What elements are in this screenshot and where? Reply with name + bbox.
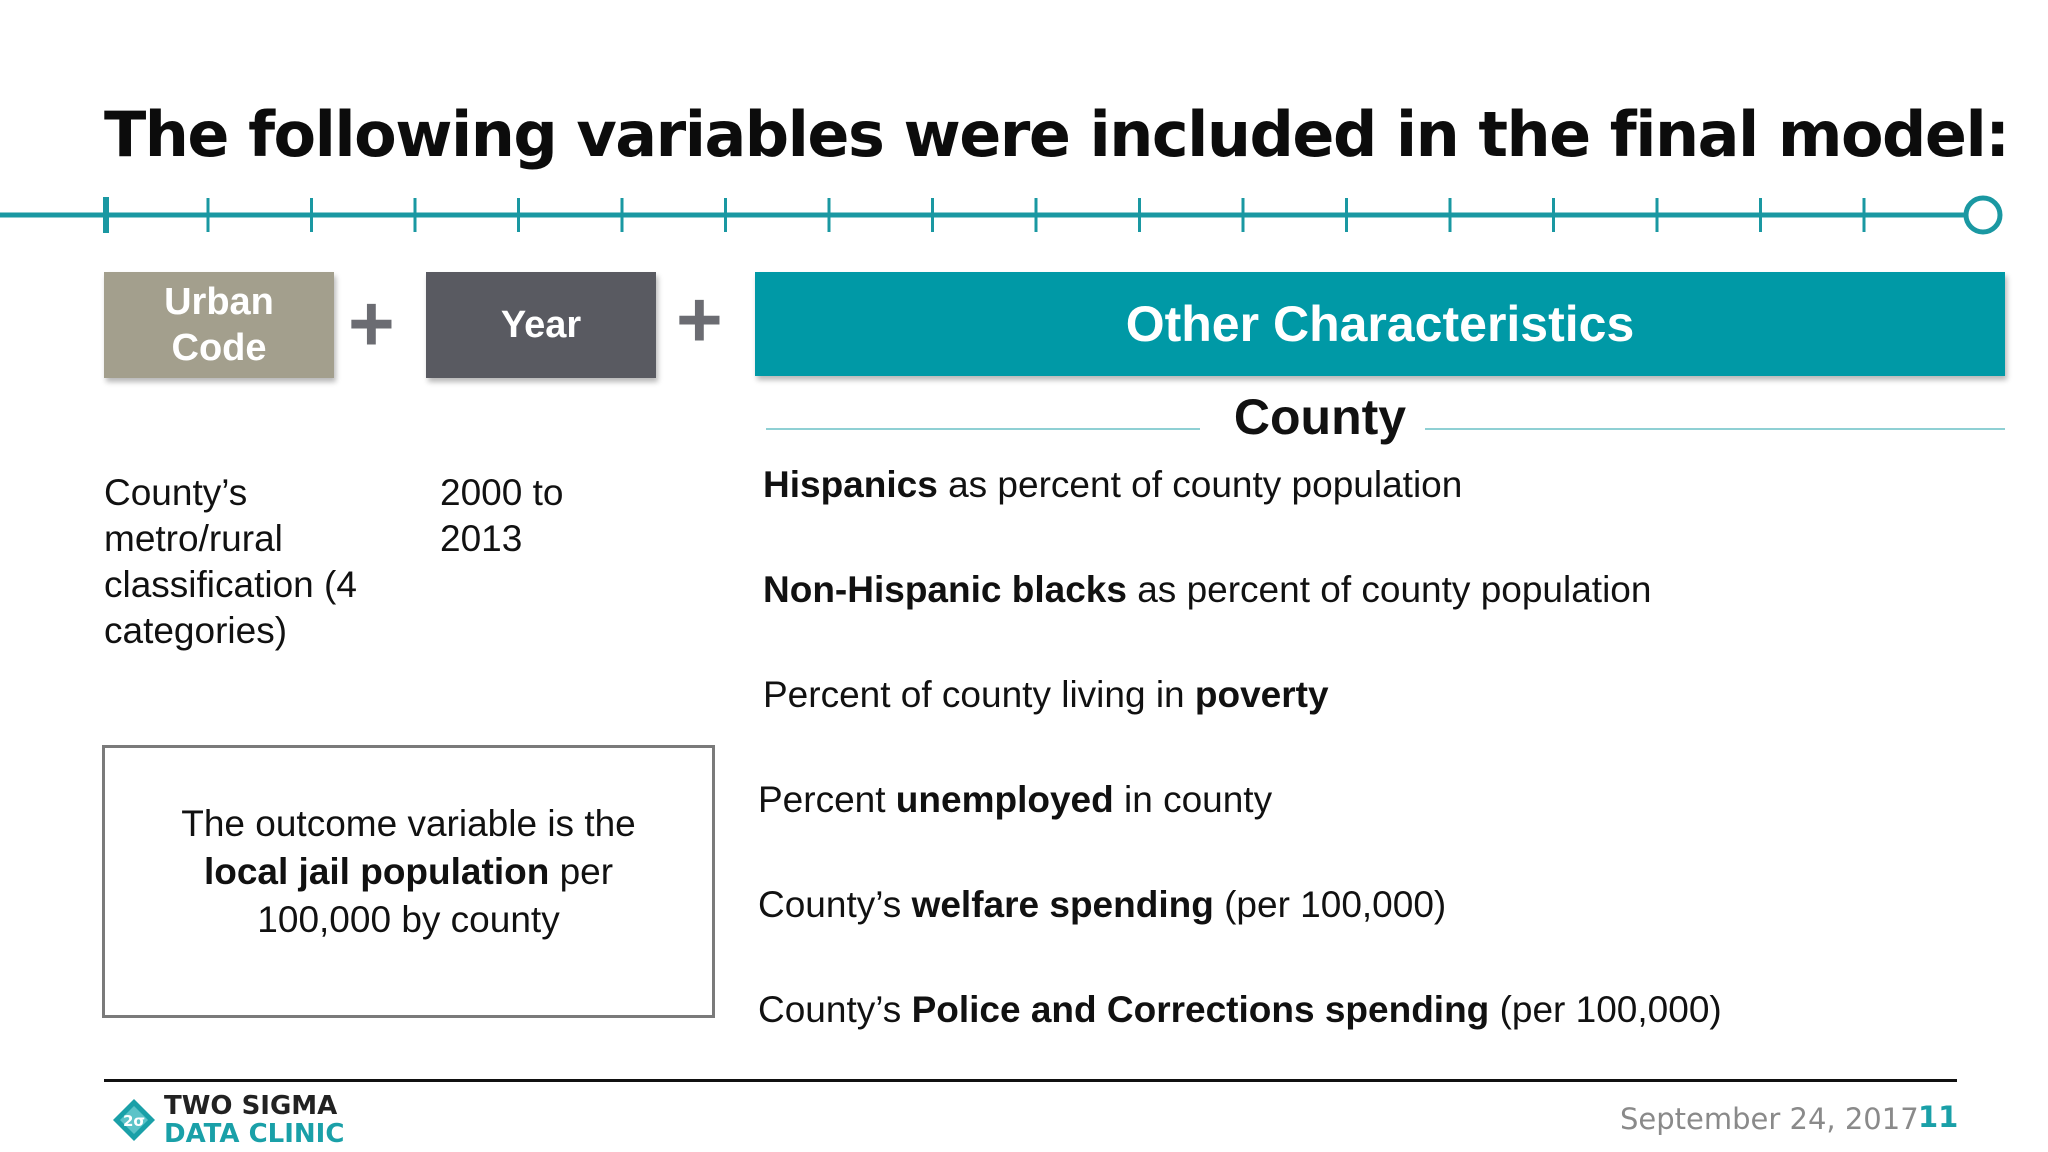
county-variable-poverty: Percent of county living in poverty (763, 674, 1329, 716)
var-text: (per 100,000) (1213, 884, 1447, 925)
year-label: Year (500, 303, 582, 346)
var-text: in county (1113, 779, 1273, 820)
var-text: County’s (758, 884, 912, 925)
outcome-suffix: per 100,000 by county (257, 850, 614, 940)
county-variable-unemployed: Percent unemployed in county (758, 779, 1272, 821)
plus-sign: + (676, 275, 723, 364)
logo-glyph: 2σ (123, 1112, 145, 1130)
slide-title: The following variables were included in… (104, 98, 2010, 171)
var-bold: Police and Corrections spending (911, 989, 1490, 1030)
page-number: 11 (1918, 1100, 1959, 1134)
var-text: County’s (758, 989, 912, 1030)
year-description: 2000 to 2013 (440, 472, 564, 559)
county-variable-police: County’s Police and Corrections spending… (758, 989, 1722, 1031)
logo-line-1: TWO SIGMA (164, 1091, 338, 1121)
var-bold: Non-Hispanic blacks (763, 569, 1127, 610)
outcome-variable-text: The outcome variable is the local jail p… (135, 800, 682, 944)
two-sigma-logo: 2σ TWO SIGMA DATA CLINIC (112, 1090, 352, 1148)
var-bold: Hispanics (763, 464, 938, 505)
var-text: Percent of county living in (763, 674, 1195, 715)
county-heading-rule-right (1425, 428, 2005, 430)
logo-text: TWO SIGMA DATA CLINIC (164, 1092, 344, 1148)
var-bold: poverty (1194, 674, 1329, 715)
county-heading: County (1233, 389, 1407, 445)
logo-line-2: DATA CLINIC (164, 1119, 345, 1149)
county-variable-welfare: County’s welfare spending (per 100,000) (758, 884, 1446, 926)
outcome-prefix: The outcome variable is the (181, 802, 636, 844)
county-variable-blacks: Non-Hispanic blacks as percent of county… (763, 569, 1651, 611)
var-text: (per 100,000) (1489, 989, 1722, 1030)
outcome-variable-box: The outcome variable is the local jail p… (102, 745, 715, 1018)
plus-sign: + (348, 279, 395, 368)
two-sigma-diamond-icon: 2σ (113, 1099, 155, 1141)
other-characteristics-box: Other Characteristics (755, 272, 2005, 376)
urban-code-box: Urban Code (104, 272, 334, 378)
var-text: as percent of county population (1126, 569, 1652, 610)
urban-code-description: County’s metro/rural classification (4 c… (104, 472, 357, 651)
county-variable-hispanics: Hispanics as percent of county populatio… (763, 464, 1462, 506)
county-heading-rule-left (766, 428, 1200, 430)
var-text: Percent (758, 779, 896, 820)
year-box: Year (426, 272, 656, 378)
urban-code-label: Urban Code (164, 281, 274, 369)
outcome-bold: local jail population (203, 850, 550, 892)
timeline-divider (0, 195, 2003, 235)
var-text: as percent of county population (937, 464, 1463, 505)
var-bold: unemployed (895, 779, 1114, 820)
other-characteristics-label: Other Characteristics (1125, 296, 1635, 352)
var-bold: welfare spending (911, 884, 1214, 925)
footer-date: September 24, 2017 (1620, 1102, 1919, 1136)
footer-divider (104, 1079, 1957, 1082)
